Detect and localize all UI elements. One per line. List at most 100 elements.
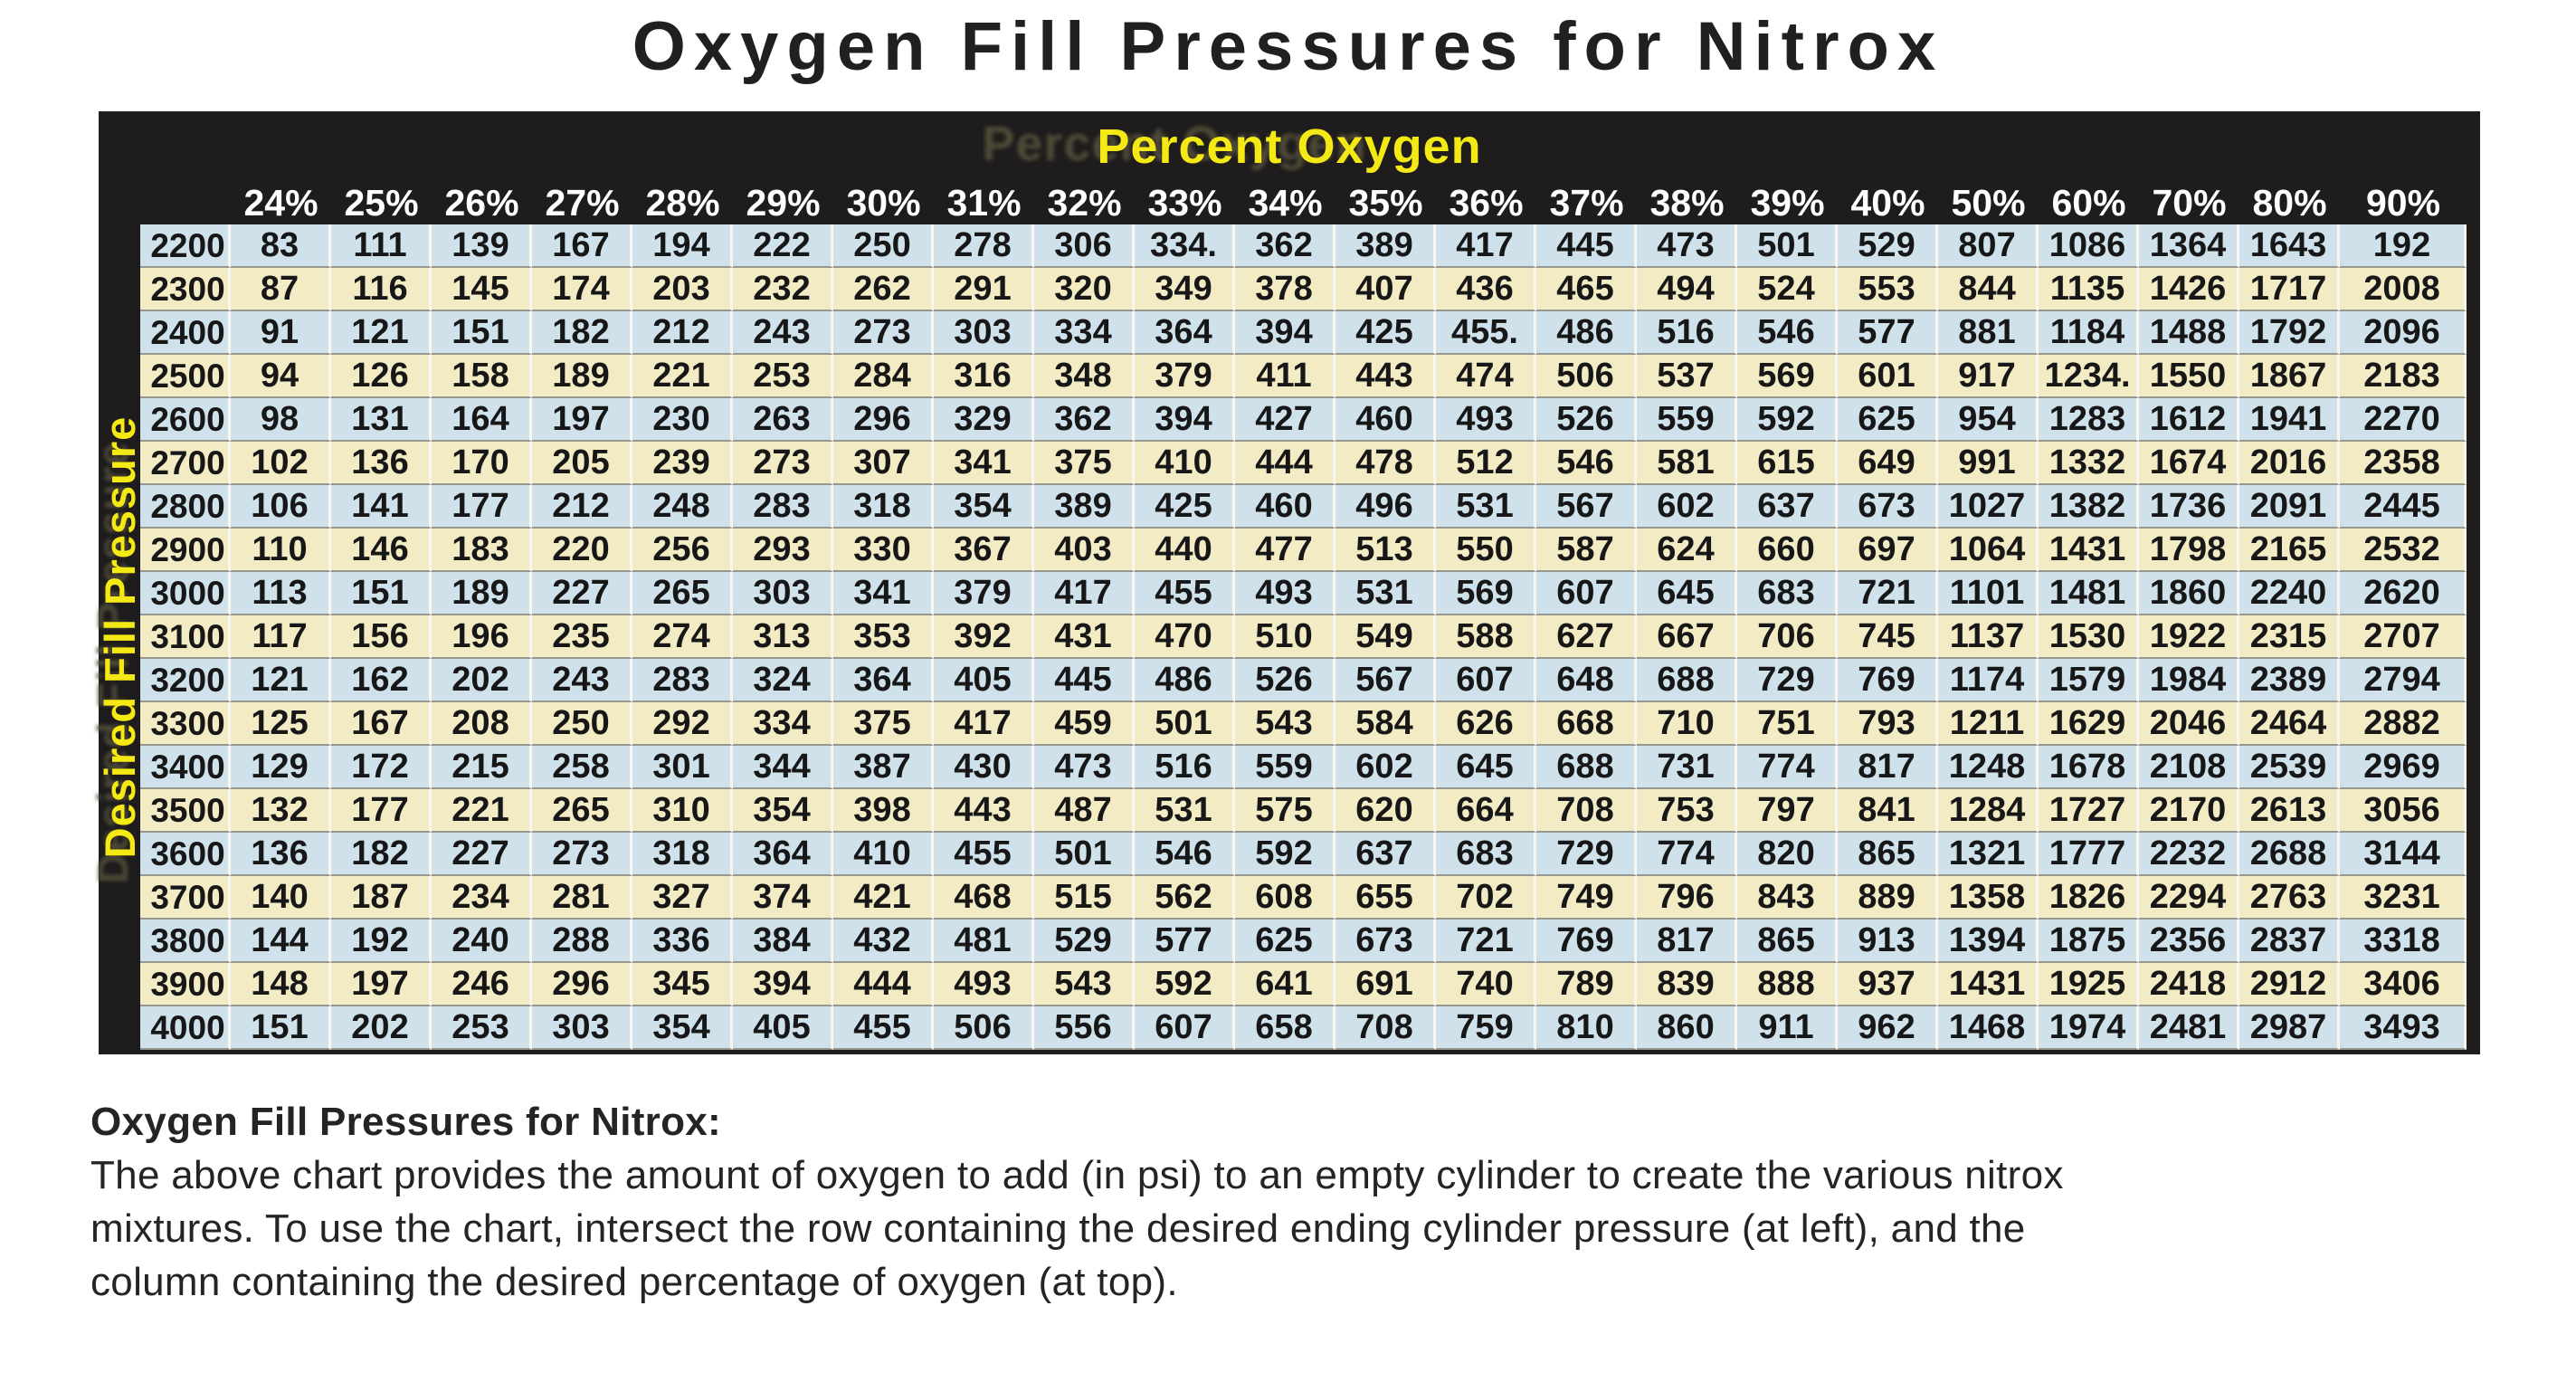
- table-cell: 683: [1737, 572, 1838, 615]
- table-cell: 688: [1536, 746, 1637, 789]
- table-cell: 587: [1536, 529, 1637, 572]
- table-cell: 501: [1135, 702, 1235, 746]
- table-cell: 1101: [1938, 572, 2039, 615]
- table-cell: 170: [432, 442, 532, 485]
- table-cell: 440: [1135, 529, 1235, 572]
- table-cell: 2358: [2340, 442, 2467, 485]
- table-cell: 473: [1034, 746, 1135, 789]
- table-cell: 202: [432, 659, 532, 702]
- table-cell: 283: [733, 485, 833, 529]
- table-cell: 624: [1637, 529, 1737, 572]
- table-cell: 197: [532, 398, 632, 442]
- table-cell: 740: [1436, 963, 1536, 1006]
- table-cell: 146: [331, 529, 432, 572]
- footer-line: mixtures. To use the chart, intersect th…: [90, 1206, 2026, 1251]
- table-cell: 444: [833, 963, 934, 1006]
- table-cell: 296: [833, 398, 934, 442]
- table-cell: 2183: [2340, 355, 2467, 398]
- table-cell: 197: [331, 963, 432, 1006]
- table-cell: 2688: [2239, 833, 2340, 876]
- table-cell: 221: [432, 789, 532, 833]
- table-cell: 729: [1737, 659, 1838, 702]
- row-label: 3300: [140, 702, 231, 746]
- page-title: Oxygen Fill Pressures for Nitrox: [632, 8, 1944, 85]
- table-cell: 529: [1034, 920, 1135, 963]
- table-cell: 1431: [2039, 529, 2139, 572]
- table-cell: 151: [231, 1006, 331, 1050]
- table-cell: 374: [733, 876, 833, 920]
- table-cell: 1860: [2139, 572, 2239, 615]
- table-cell: 234: [432, 876, 532, 920]
- table-cell: 2969: [2340, 746, 2467, 789]
- table-cell: 1736: [2139, 485, 2239, 529]
- table-cell: 531: [1336, 572, 1436, 615]
- table-cell: 102: [231, 442, 331, 485]
- table-cell: 148: [231, 963, 331, 1006]
- table-cell: 205: [532, 442, 632, 485]
- table-cell: 759: [1436, 1006, 1536, 1050]
- table-cell: 496: [1336, 485, 1436, 529]
- row-axis-label: Desired Fill Pressure: [95, 415, 144, 859]
- table-cell: 1394: [1938, 920, 2039, 963]
- table-cell: 546: [1135, 833, 1235, 876]
- table-cell: 265: [632, 572, 733, 615]
- table-cell: 510: [1235, 615, 1336, 659]
- table-cell: 1488: [2139, 311, 2239, 355]
- column-header: 35%: [1348, 181, 1423, 224]
- table-cell: 126: [331, 355, 432, 398]
- table-cell: 330: [833, 529, 934, 572]
- table-cell: 843: [1737, 876, 1838, 920]
- column-header: 50%: [1951, 181, 2026, 224]
- table-cell: 263: [733, 398, 833, 442]
- table-cell: 129: [231, 746, 331, 789]
- table-cell: 553: [1838, 268, 1938, 311]
- table-cell: 637: [1737, 485, 1838, 529]
- column-header: 25%: [344, 181, 419, 224]
- table-cell: 278: [934, 224, 1034, 268]
- column-header: 90%: [2365, 181, 2441, 224]
- row-label: 2600: [140, 398, 231, 442]
- table-cell: 2232: [2139, 833, 2239, 876]
- table-cell: 327: [632, 876, 733, 920]
- row-label: 2900: [140, 529, 231, 572]
- table-cell: 516: [1637, 311, 1737, 355]
- table-cell: 1579: [2039, 659, 2139, 702]
- table-cell: 543: [1235, 702, 1336, 746]
- table-cell: 753: [1637, 789, 1737, 833]
- table-cell: 1332: [2039, 442, 2139, 485]
- row-label: 3000: [140, 572, 231, 615]
- table-cell: 797: [1737, 789, 1838, 833]
- table-cell: 3056: [2340, 789, 2467, 833]
- table-cell: 2165: [2239, 529, 2340, 572]
- table-cell: 106: [231, 485, 331, 529]
- table-cell: 318: [833, 485, 934, 529]
- table-cell: 410: [833, 833, 934, 876]
- table-cell: 506: [934, 1006, 1034, 1050]
- row-label: 2800: [140, 485, 231, 529]
- table-cell: 592: [1737, 398, 1838, 442]
- table-cell: 667: [1637, 615, 1737, 659]
- table-cell: 265: [532, 789, 632, 833]
- table-cell: 344: [733, 746, 833, 789]
- table-cell: 313: [733, 615, 833, 659]
- table-cell: 637: [1336, 833, 1436, 876]
- table-cell: 2620: [2340, 572, 2467, 615]
- table-cell: 222: [733, 224, 833, 268]
- row-label: 2400: [140, 311, 231, 355]
- row-label: 2200: [140, 224, 231, 268]
- table-cell: 962: [1838, 1006, 1938, 1050]
- table-cell: 394: [1135, 398, 1235, 442]
- table-cell: 556: [1034, 1006, 1135, 1050]
- table-cell: 239: [632, 442, 733, 485]
- table-cell: 524: [1737, 268, 1838, 311]
- table-cell: 258: [532, 746, 632, 789]
- table-cell: 749: [1536, 876, 1637, 920]
- table-cell: 324: [733, 659, 833, 702]
- table-cell: 481: [934, 920, 1034, 963]
- column-header: 60%: [2051, 181, 2126, 224]
- table-cell: 182: [331, 833, 432, 876]
- row-label: 3200: [140, 659, 231, 702]
- table-cell: 708: [1336, 1006, 1436, 1050]
- table-cell: 405: [733, 1006, 833, 1050]
